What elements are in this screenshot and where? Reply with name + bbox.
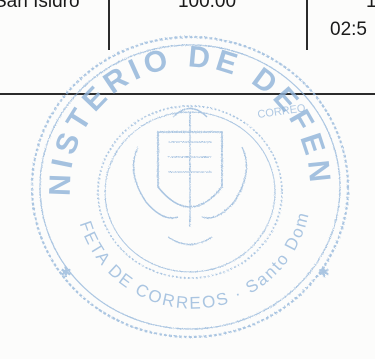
date-text: 11/	[366, 0, 375, 12]
table-divider-right	[306, 0, 308, 50]
place-text: San Isidro	[0, 0, 80, 12]
table-divider-left	[108, 0, 110, 50]
table-bottom-border	[0, 93, 375, 95]
place-cell: San Isidro	[0, 0, 108, 13]
time-text: 02:5	[330, 19, 367, 40]
amount-cell: 100.00	[177, 0, 237, 12]
stamp-graphics: ✱ ✱	[30, 35, 350, 339]
table-fragment: San Isidro 100.00 11/ 02:5	[0, 0, 375, 96]
svg-text:✱: ✱	[60, 264, 72, 280]
date-cell: 11/ 02:5	[306, 0, 375, 41]
svg-text:✱: ✱	[318, 264, 330, 280]
official-seal-stamp: ✱ ✱ MINISTERIO DE DEFENSA ESTAFETA DE CO…	[18, 12, 363, 352]
